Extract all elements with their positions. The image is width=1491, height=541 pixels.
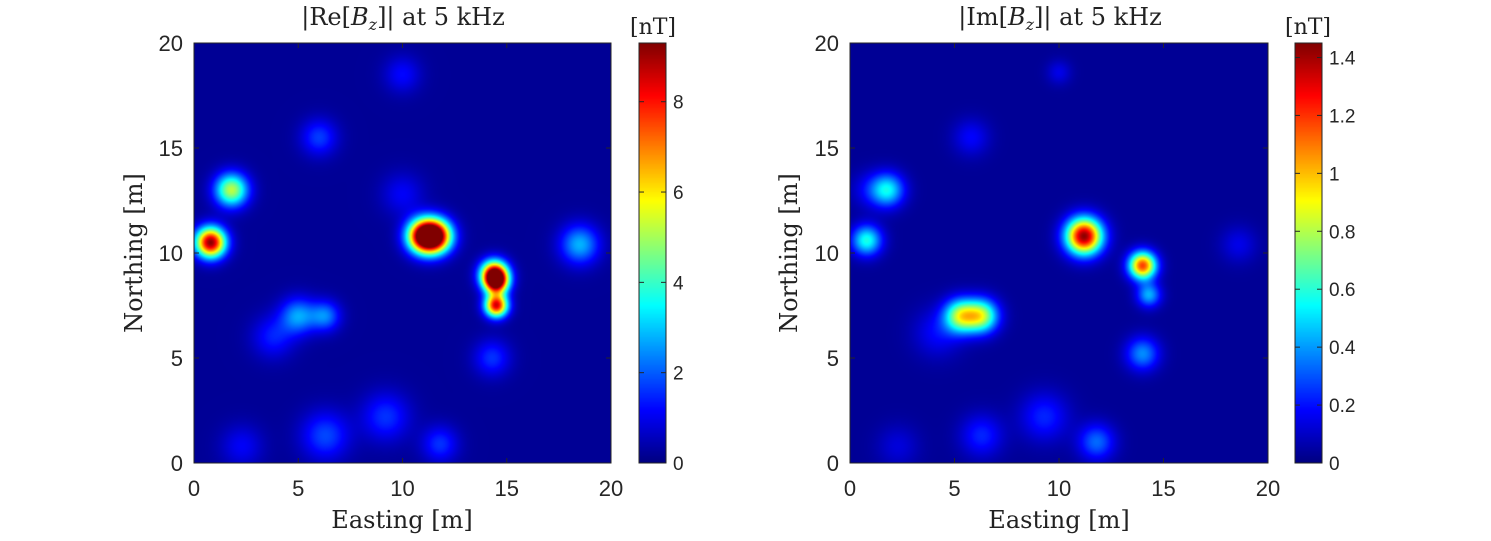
panel-imag-ytick-label: 20 [815, 31, 839, 56]
panel-imag-xlabel: Easting [m] [988, 506, 1129, 534]
panel-imag-colorbar: [nT] 0 0.2 0.4 0.6 0.8 1 1.2 1.4 [1285, 15, 1356, 475]
panel-real-colorbar-ticks: 0 2 4 6 8 [639, 93, 684, 475]
panel-real-colorbar-gradient [639, 43, 666, 463]
panel-real-colorbar-tick-label: 4 [673, 273, 684, 294]
panel-real-heatmap-canvas [194, 43, 611, 463]
panel-real-xlabel: Easting [m] [331, 506, 472, 534]
panel-real-colorbar-tick-label: 2 [673, 364, 684, 385]
panel-imag-colorbar-tick-label: 1.4 [1329, 48, 1356, 69]
panel-real-ytick-label: 5 [171, 346, 183, 371]
panel-real-axes: 0 5 10 15 20 0 5 10 15 20 [159, 31, 624, 501]
panel-imag-colorbar-tick-label: 0.6 [1329, 280, 1355, 301]
panel-imag-colorbar-tick-label: 1 [1329, 164, 1340, 185]
panel-imag-heatmap [849, 42, 1269, 464]
panel-real-title: |Re[Bz]| at 5 kHz [301, 3, 505, 34]
panel-imag-xtick-label: 10 [1047, 476, 1071, 501]
panel-real-ytick-label: 20 [159, 31, 183, 56]
panel-imag-heatmap-canvas [850, 43, 1268, 463]
panel-imag-ytick-label: 0 [827, 451, 839, 476]
panel-imag-colorbar-tick-label: 0.4 [1329, 338, 1356, 359]
panel-real-colorbar-tick-label: 8 [673, 93, 684, 114]
panel-imag-xtick-label: 20 [1256, 476, 1280, 501]
panel-real-ytick-label: 15 [159, 136, 183, 161]
panel-imag-colorbar-tick-label: 0.2 [1329, 396, 1355, 417]
panel-imag-xtick-label: 5 [948, 476, 960, 501]
panel-imag-colorbar-tick-label: 0.8 [1329, 222, 1355, 243]
panel-imag-colorbar-frame [1294, 42, 1323, 464]
panel-imag-ytick-label: 5 [827, 346, 839, 371]
panel-imag-title: |Im[Bz]| at 5 kHz [958, 3, 1161, 34]
panel-real-xtick-label: 5 [292, 476, 304, 501]
panel-real-colorbar-frame [638, 42, 667, 464]
panel-real-xtick-label: 20 [599, 476, 623, 501]
panel-real-ytick-label: 0 [171, 451, 183, 476]
panel-real-ytick-label: 10 [159, 241, 183, 266]
panel-real-colorbar-tick-label: 6 [673, 183, 684, 204]
panel-real-xtick-label: 0 [188, 476, 200, 501]
panel-real-xtick-label: 15 [495, 476, 519, 501]
panel-imag-colorbar-ticks: 0 0.2 0.4 0.6 0.8 1 1.2 1.4 [1295, 48, 1356, 475]
panel-imag-ytick-label: 10 [815, 241, 839, 266]
panel-real-heatmap [193, 42, 612, 464]
panel-real-xtick-label: 10 [390, 476, 414, 501]
panel-real-colorbar-tick-label: 0 [673, 454, 684, 475]
panel-imag-xtick-label: 15 [1151, 476, 1175, 501]
panel-imag-axes: 0 5 10 15 20 0 5 10 15 20 [815, 31, 1281, 501]
panel-imag-colorbar-unit: [nT] [1285, 15, 1331, 40]
panel-real-colorbar-unit: [nT] [630, 15, 676, 40]
panel-imag-colorbar-tick-label: 1.2 [1329, 106, 1355, 127]
panel-real-colorbar: [nT] 0 2 4 6 8 [630, 15, 684, 475]
panel-imag-ylabel: Northing [m] [775, 173, 803, 333]
panel-imag-xtick-label: 0 [844, 476, 856, 501]
panel-imag-colorbar-tick-label: 0 [1329, 454, 1340, 475]
panel-real-ylabel: Northing [m] [120, 173, 148, 333]
panel-imag-ytick-label: 15 [815, 136, 839, 161]
panel-imag-colorbar-gradient [1295, 43, 1322, 463]
